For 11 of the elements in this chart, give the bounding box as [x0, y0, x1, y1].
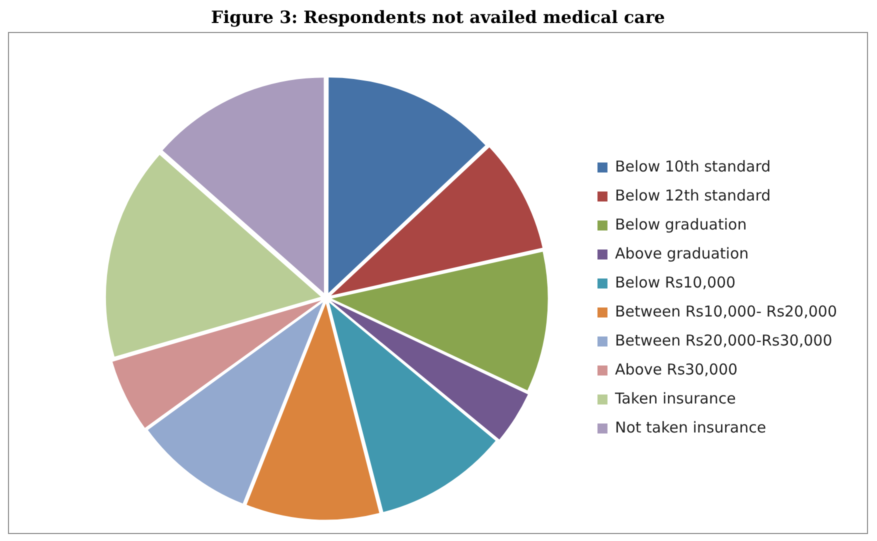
chart-title: Figure 3: Respondents not availed medical care — [210, 8, 666, 28]
legend-label: Below graduation — [614, 215, 747, 234]
legend-label: Between Rs20,000-Rs30,000 — [614, 331, 832, 350]
legend-label: Below Rs10,000 — [614, 273, 736, 292]
legend-label: Above Rs30,000 — [614, 360, 738, 378]
legend-label: Between Rs10,000- Rs20,000 — [614, 302, 838, 320]
legend-label: Below 10th standard — [614, 157, 771, 176]
legend-label: Above graduation — [614, 244, 749, 262]
legend-label: Taken insurance — [614, 389, 736, 408]
legend-label: Not taken insurance — [614, 418, 766, 436]
legend-label: Below 12th standard — [614, 186, 771, 204]
